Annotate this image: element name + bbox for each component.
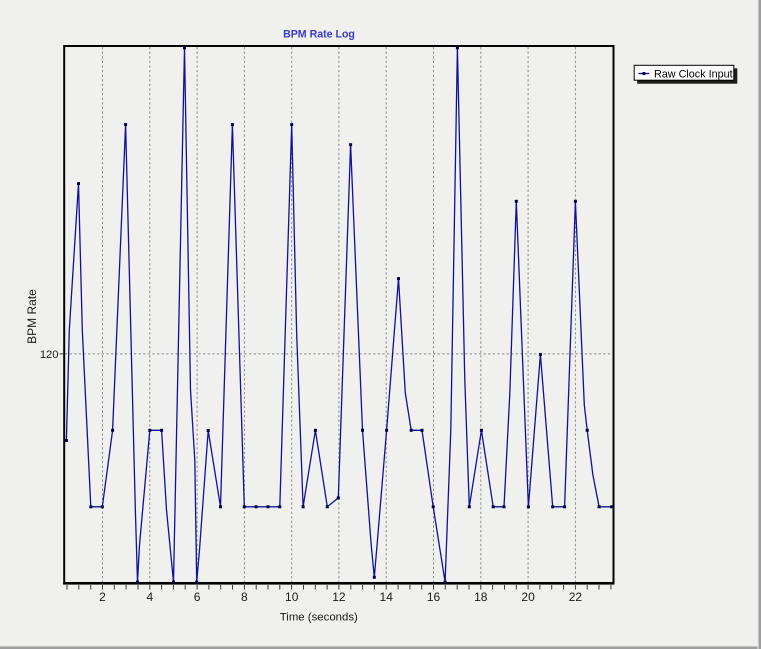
svg-text:120: 120 bbox=[40, 349, 59, 361]
svg-text:8: 8 bbox=[241, 590, 248, 604]
svg-text:BPM Rate Log: BPM Rate Log bbox=[283, 29, 355, 41]
svg-text:12: 12 bbox=[332, 590, 346, 604]
svg-text:16: 16 bbox=[427, 590, 441, 604]
svg-text:2: 2 bbox=[99, 590, 106, 604]
svg-text:14: 14 bbox=[380, 590, 394, 604]
svg-text:Time (seconds): Time (seconds) bbox=[280, 612, 358, 624]
svg-text:22: 22 bbox=[569, 590, 583, 604]
svg-text:4: 4 bbox=[146, 590, 153, 604]
svg-text:18: 18 bbox=[474, 590, 488, 604]
svg-text:20: 20 bbox=[521, 590, 535, 604]
svg-text:6: 6 bbox=[194, 590, 201, 604]
svg-text:Raw Clock Input: Raw Clock Input bbox=[654, 68, 733, 80]
svg-text:BPM Rate: BPM Rate bbox=[25, 289, 39, 344]
svg-text:10: 10 bbox=[285, 590, 299, 604]
